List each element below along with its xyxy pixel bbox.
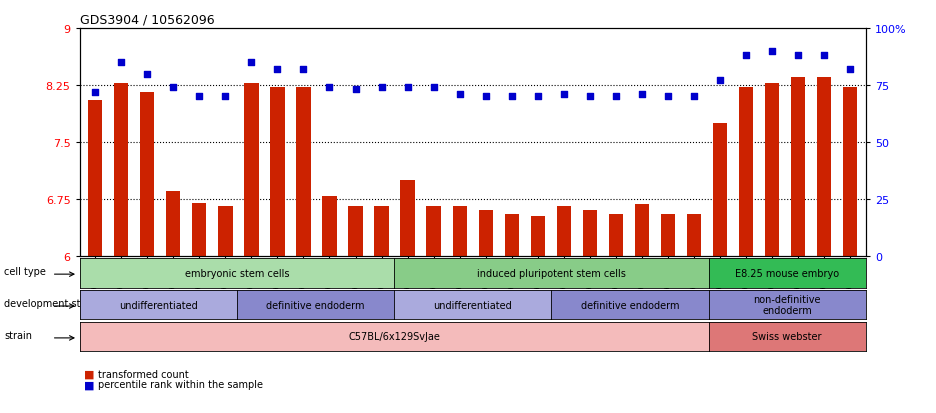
Bar xyxy=(88,101,102,256)
Text: definitive endoderm: definitive endoderm xyxy=(266,300,365,310)
Bar xyxy=(192,203,207,256)
Bar xyxy=(843,88,857,256)
Text: C57BL/6x129SvJae: C57BL/6x129SvJae xyxy=(348,332,440,342)
Text: transformed count: transformed count xyxy=(98,369,189,379)
Bar xyxy=(531,217,545,256)
Bar xyxy=(297,88,311,256)
Bar xyxy=(348,207,362,256)
Point xyxy=(686,94,701,100)
Bar xyxy=(271,88,285,256)
Bar xyxy=(114,83,128,256)
Text: E8.25 mouse embryo: E8.25 mouse embryo xyxy=(735,268,840,278)
Bar xyxy=(557,207,571,256)
Point xyxy=(296,66,311,73)
Point xyxy=(842,66,857,73)
Text: development stage: development stage xyxy=(4,298,98,308)
Bar xyxy=(166,192,181,256)
Point xyxy=(635,92,650,98)
Text: Swiss webster: Swiss webster xyxy=(753,332,822,342)
Point xyxy=(139,71,154,78)
Bar xyxy=(401,180,415,256)
Point xyxy=(765,48,780,55)
Bar xyxy=(218,207,232,256)
Point xyxy=(114,59,129,66)
Point xyxy=(816,53,831,59)
Text: undifferentiated: undifferentiated xyxy=(433,300,512,310)
Point xyxy=(712,78,727,85)
Point xyxy=(791,53,806,59)
Text: undifferentiated: undifferentiated xyxy=(119,300,197,310)
Bar xyxy=(608,214,623,256)
Point xyxy=(88,89,103,96)
Bar xyxy=(739,88,753,256)
Bar xyxy=(140,93,154,256)
Point xyxy=(505,94,519,100)
Point xyxy=(531,94,546,100)
Bar xyxy=(687,214,701,256)
Point xyxy=(426,85,441,91)
Point xyxy=(582,94,597,100)
Point xyxy=(218,94,233,100)
Point xyxy=(348,87,363,94)
Bar xyxy=(583,211,597,256)
Bar xyxy=(791,78,805,256)
Text: non-definitive
endoderm: non-definitive endoderm xyxy=(753,294,821,316)
Point xyxy=(661,94,676,100)
Point xyxy=(244,59,259,66)
Point xyxy=(192,94,207,100)
Text: cell type: cell type xyxy=(4,266,46,276)
Bar xyxy=(713,123,727,256)
Text: percentile rank within the sample: percentile rank within the sample xyxy=(98,380,263,389)
Text: strain: strain xyxy=(4,330,32,340)
Bar xyxy=(452,207,467,256)
Point xyxy=(452,92,467,98)
Text: definitive endoderm: definitive endoderm xyxy=(580,300,680,310)
Bar xyxy=(635,204,649,256)
Point xyxy=(166,85,181,91)
Text: embryonic stem cells: embryonic stem cells xyxy=(184,268,289,278)
Bar xyxy=(505,214,519,256)
Point xyxy=(270,66,285,73)
Bar xyxy=(322,197,337,256)
Bar xyxy=(478,211,493,256)
Point xyxy=(739,53,753,59)
Point xyxy=(322,85,337,91)
Bar xyxy=(244,83,258,256)
Bar xyxy=(374,207,388,256)
Point xyxy=(374,85,389,91)
Bar xyxy=(765,83,780,256)
Point xyxy=(478,94,493,100)
Point xyxy=(608,94,623,100)
Point xyxy=(556,92,571,98)
Bar xyxy=(661,214,675,256)
Text: GDS3904 / 10562096: GDS3904 / 10562096 xyxy=(80,13,214,26)
Text: ■: ■ xyxy=(84,380,95,389)
Bar xyxy=(427,207,441,256)
Text: induced pluripotent stem cells: induced pluripotent stem cells xyxy=(476,268,626,278)
Text: ■: ■ xyxy=(84,369,95,379)
Point xyxy=(400,85,415,91)
Bar xyxy=(817,78,831,256)
